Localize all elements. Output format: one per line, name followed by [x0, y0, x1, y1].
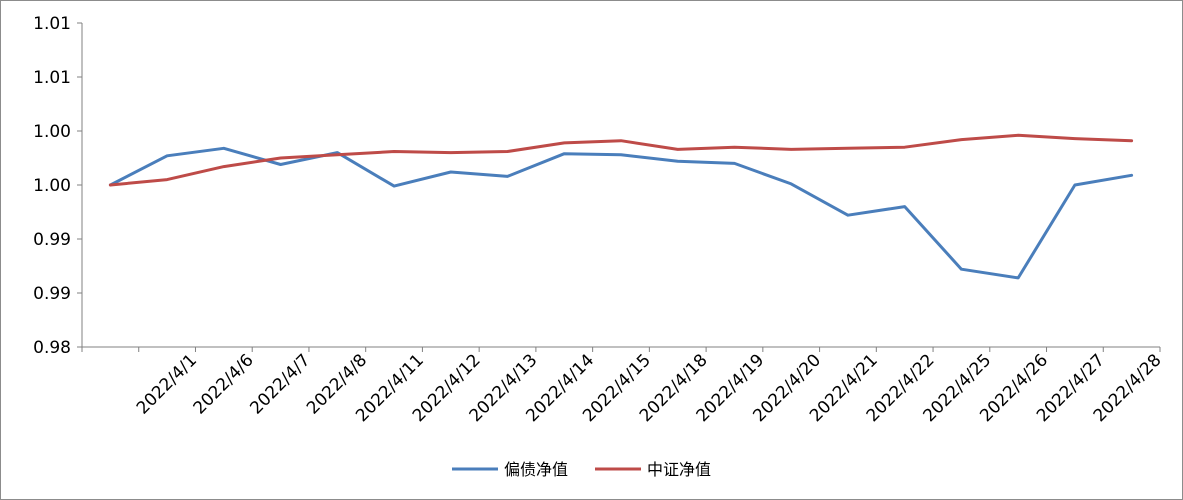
y-tick-label: 1.01 [33, 14, 71, 34]
y-tick-label: 1.01 [33, 68, 71, 88]
y-tick-label: 0.99 [33, 284, 71, 304]
series-line-2 [108, 133, 1134, 187]
y-tick-label: 1.00 [33, 122, 71, 142]
y-tick-label: 0.99 [33, 230, 71, 250]
axes [77, 22, 1161, 352]
legend-label-1: 偏债净值 [504, 460, 568, 479]
legend: 偏债净值 中证净值 [452, 460, 711, 479]
x-tick-label: 2022/4/7 [246, 350, 314, 418]
y-tick-label: 0.98 [33, 338, 71, 358]
legend-label-2: 中证净值 [647, 460, 711, 479]
y-tick-labels: 0.98 0.99 0.99 1.00 1.00 1.01 1.01 [33, 14, 71, 358]
series-line-1 [108, 146, 1134, 280]
x-tick-label: 2022/4/1 [133, 350, 201, 418]
y-tick-label: 1.00 [33, 176, 71, 196]
series-lines [108, 133, 1134, 280]
x-tick-label: 2022/4/6 [190, 350, 258, 418]
x-tick-labels: 2022/4/12022/4/62022/4/72022/4/82022/4/1… [133, 350, 1166, 426]
